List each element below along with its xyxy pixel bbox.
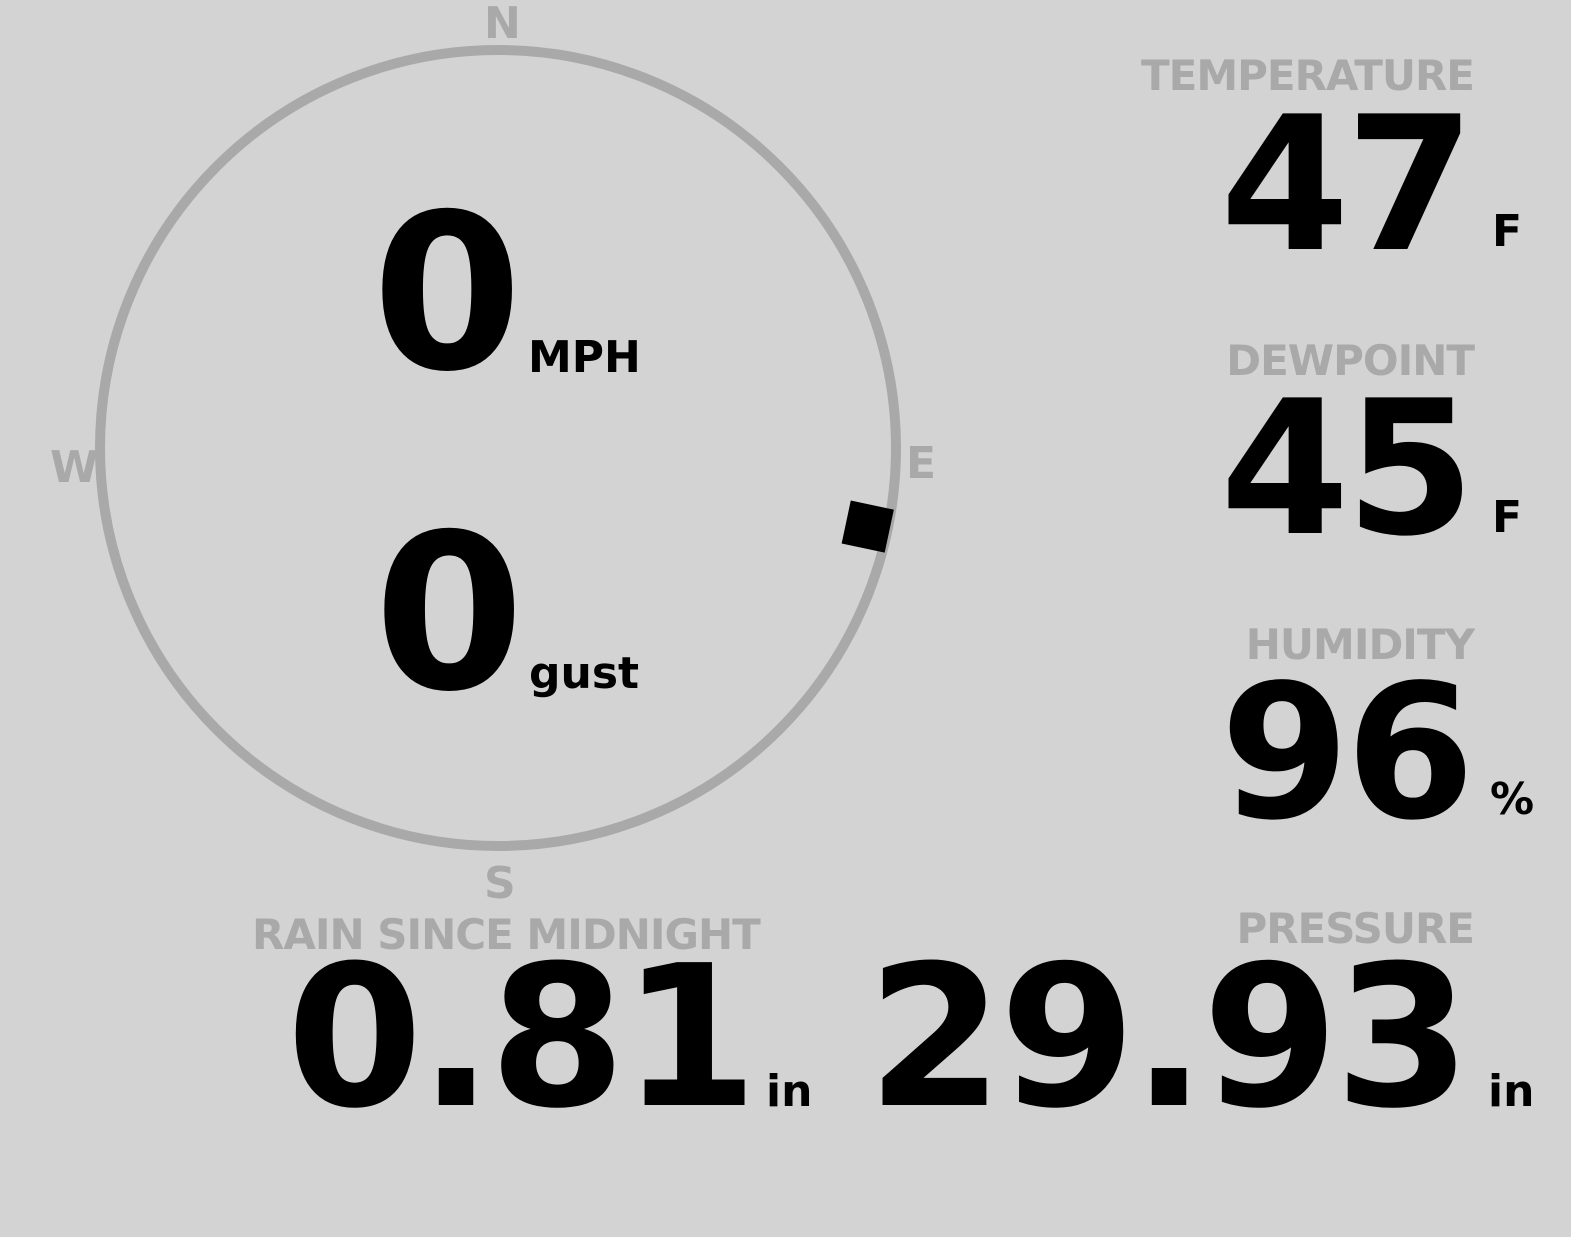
pressure-unit: in bbox=[1488, 1066, 1535, 1117]
wind-speed-value: 0 bbox=[372, 168, 522, 419]
compass-s: S bbox=[484, 858, 516, 909]
temperature-unit: F bbox=[1492, 206, 1523, 257]
compass-ring bbox=[95, 45, 901, 851]
pressure-value: 29.93 bbox=[867, 924, 1471, 1152]
humidity-unit: % bbox=[1490, 774, 1535, 825]
compass-n: N bbox=[484, 0, 521, 49]
rain-unit: in bbox=[766, 1066, 813, 1117]
rain-label: RAIN SINCE MIDNIGHT bbox=[252, 910, 761, 959]
rain-value: 0.81 bbox=[286, 924, 758, 1152]
humidity-label: HUMIDITY bbox=[1245, 620, 1475, 669]
compass-e: E bbox=[906, 438, 937, 489]
wind-gust-unit: gust bbox=[529, 648, 640, 699]
humidity-value: 96 bbox=[1220, 644, 1475, 861]
wind-direction-marker bbox=[841, 500, 894, 553]
dewpoint-unit: F bbox=[1492, 492, 1523, 543]
temperature-label: TEMPERATURE bbox=[1141, 51, 1475, 100]
wind-gust-value: 0 bbox=[374, 488, 524, 739]
wind-speed-unit: MPH bbox=[528, 332, 641, 383]
compass-w: W bbox=[50, 442, 99, 493]
temperature-value: 47 bbox=[1220, 76, 1475, 293]
dewpoint-label: DEWPOINT bbox=[1226, 336, 1475, 385]
dewpoint-value: 45 bbox=[1220, 360, 1475, 577]
pressure-label: PRESSURE bbox=[1236, 904, 1475, 953]
